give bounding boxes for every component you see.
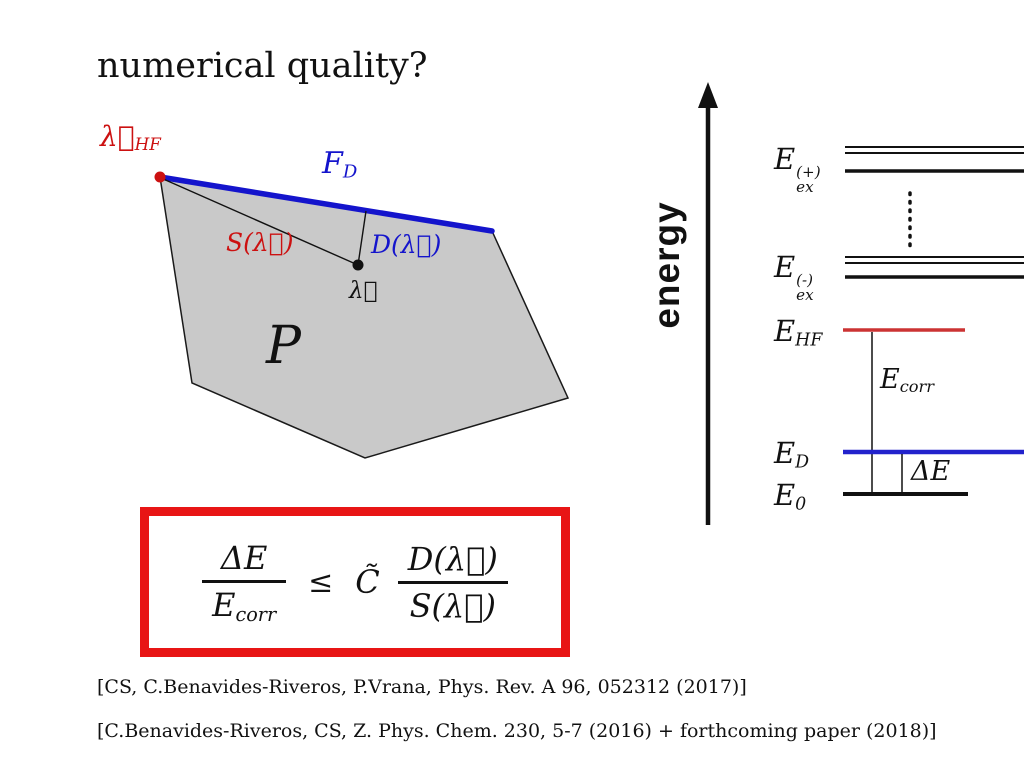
- math-base: E: [774, 142, 796, 176]
- math-base: F: [322, 146, 343, 181]
- math-sub: HF: [795, 330, 823, 351]
- energy-axis-arrowhead: [698, 82, 718, 108]
- bound-formula-box: ΔE Ecorr ≤ C̃ D(λ⃗) S(λ⃗): [140, 507, 570, 657]
- citation-2: [C.Benavides-Riveros, CS, Z. Phys. Chem.…: [97, 720, 937, 742]
- math-supsub: (+) ex: [796, 162, 821, 197]
- citation-1: [CS, C.Benavides-Riveros, P.Vrana, Phys.…: [97, 676, 747, 698]
- fraction-bar: [202, 579, 287, 583]
- math-sup: (-): [796, 270, 814, 289]
- math-base: E: [880, 364, 900, 395]
- math-base: λ⃗: [100, 120, 135, 153]
- math-sub: HF: [134, 134, 161, 155]
- formula-frac-left: ΔE Ecorr: [202, 536, 287, 629]
- level-label-e-d: ED: [774, 436, 809, 472]
- lambda-point: [352, 259, 364, 271]
- math-sub: corr: [899, 377, 935, 397]
- math-base: E: [212, 585, 236, 624]
- formula-numerator: ΔE: [220, 538, 268, 577]
- math-sup: (+): [796, 162, 821, 181]
- d-distance-line: [357, 210, 367, 266]
- energy-axis-label: energy: [646, 201, 687, 329]
- math-sub: corr: [235, 602, 277, 626]
- math-sub: ex: [796, 286, 814, 305]
- polytope-shape: [159, 176, 570, 459]
- d-lambda-label: D(λ⃗): [371, 230, 442, 259]
- page-title: numerical quality?: [97, 46, 428, 86]
- lambda-hf-point: [154, 171, 166, 183]
- formula-denominator: Ecorr: [202, 583, 286, 629]
- polytope-p-label: P: [266, 316, 301, 376]
- math-base: E: [774, 314, 796, 348]
- s-distance-line: [160, 177, 359, 266]
- math-supsub: (-) ex: [796, 270, 814, 305]
- math-base: E: [774, 436, 796, 470]
- level-label-e-ex-minus: E (-) ex: [774, 250, 814, 304]
- math-base: E: [774, 478, 796, 512]
- formula-denominator: S(λ⃗): [409, 586, 496, 625]
- math-base: E: [774, 250, 796, 284]
- lambda-label: λ⃗: [349, 278, 378, 304]
- level-label-e-ex-plus: E (+) ex: [774, 142, 821, 196]
- formula-frac-right: D(λ⃗) S(λ⃗): [397, 537, 508, 628]
- math-sub: 0: [795, 494, 807, 515]
- fd-label: FD: [322, 146, 357, 183]
- math-sub: D: [795, 452, 810, 473]
- math-sub: D: [342, 161, 358, 183]
- inequality-sign: ≤: [308, 564, 334, 600]
- formula-constant: C̃: [355, 563, 380, 601]
- s-lambda-label: S(λ⃗): [226, 228, 294, 257]
- level-label-e-corr: Ecorr: [880, 364, 934, 396]
- math-sub: ex: [796, 178, 814, 197]
- formula-numerator: D(λ⃗): [407, 539, 498, 578]
- fraction-bar: [397, 580, 508, 584]
- level-label-e-hf: EHF: [774, 314, 822, 350]
- lambda-hf-label: λ⃗HF: [100, 120, 161, 154]
- delta-e-label: ΔE: [911, 456, 951, 487]
- facet-edge-fd: [157, 174, 495, 234]
- level-label-e-0: E0: [774, 478, 806, 514]
